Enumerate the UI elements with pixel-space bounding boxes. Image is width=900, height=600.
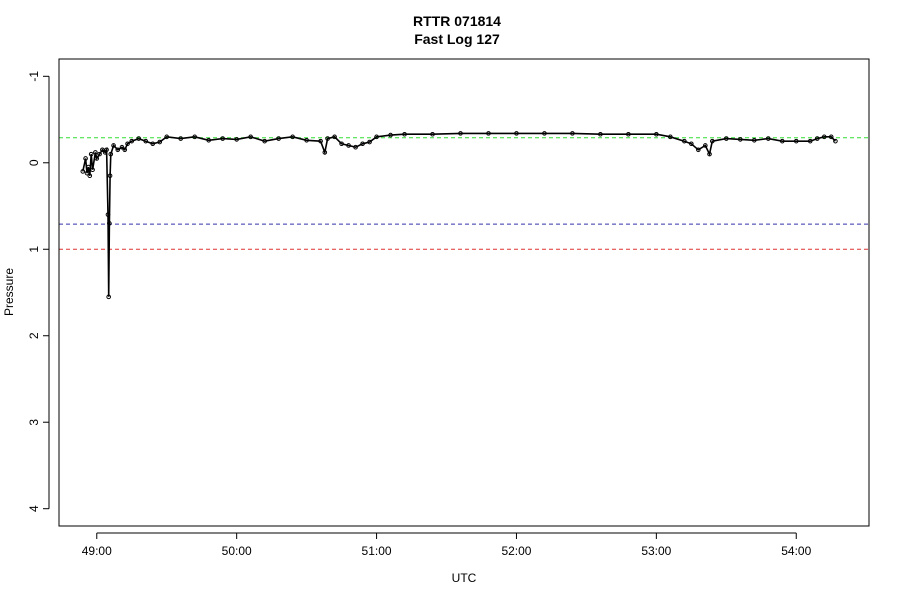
x-tick-label: 54:00 [781,544,811,558]
data-point [107,221,112,226]
data-point [724,136,729,141]
data-point [90,167,95,172]
data-point [111,143,116,148]
data-point [125,141,130,147]
data-point [458,131,463,136]
data-point [178,136,184,141]
data-point [833,138,838,144]
data-point [97,151,102,157]
plot-frame [58,58,870,527]
y-axis-label: Pressure [2,268,16,316]
data-point [751,137,757,143]
x-tick-label: 50:00 [222,544,252,558]
data-point [86,164,91,170]
y-tick-label: 3 [27,419,41,426]
data-point [703,143,708,148]
data-point [360,141,365,147]
data-point [143,138,149,144]
data-point [276,136,281,141]
y-tick-label: 1 [27,246,41,253]
data-point [779,138,785,144]
plot-area [59,131,869,300]
data-point [80,169,86,174]
data-point [682,138,687,144]
data-point [388,132,393,138]
data-point [402,131,407,137]
data-point [807,138,813,144]
data-point [689,141,694,147]
data-point [598,131,603,137]
data-point [737,137,743,142]
data-point [654,131,659,137]
data-point [220,136,225,141]
data-point [374,134,379,140]
data-point [157,139,163,145]
x-tick-label: 49:00 [82,544,112,558]
data-point [108,151,114,157]
data-point [136,136,142,141]
data-point [107,173,113,179]
data-point [290,134,295,140]
data-point [248,134,253,140]
data-point [821,134,827,140]
data-point [262,138,267,144]
data-point [129,138,135,144]
data-point [346,143,351,148]
x-tick-label: 51:00 [362,544,392,558]
data-point [318,138,323,144]
data-point [668,134,673,140]
y-tick-label: 0 [27,159,41,166]
data-point [514,131,519,136]
data-point [94,156,100,161]
data-point [93,150,98,155]
data-point [234,137,239,142]
series-line-0 [82,132,836,297]
data-point [192,134,197,140]
data-point [104,147,109,153]
x-tick-label: 53:00 [641,544,671,558]
x-axis: 49:00 50:00 51:00 52:00 53:00 54:00 [82,532,812,558]
data-point [84,170,90,176]
data-point [332,134,337,140]
data-point [710,138,715,144]
data-point [570,131,575,136]
data-point [325,136,330,141]
data-point [122,147,128,153]
y-tick-label: 4 [27,505,41,512]
data-point [814,136,820,141]
data-point [106,294,111,300]
y-tick-label: -1 [27,71,41,82]
data-point [339,141,344,147]
data-point [87,173,93,179]
data-point [164,134,170,140]
data-point [765,136,771,141]
chart-title: RTTR 071814 [413,13,501,29]
data-point [828,134,834,140]
data-point [486,131,491,136]
data-point [793,138,799,144]
data-point [150,141,156,147]
y-axis: -1 0 1 2 3 4 [27,71,50,512]
data-point [367,139,372,145]
data-point [542,131,547,136]
data-point [105,212,111,217]
data-point [430,131,435,137]
data-point [100,147,105,153]
y-tick-label: 2 [27,332,41,339]
data-point [88,151,94,157]
data-point [707,151,712,157]
data-point [119,144,125,150]
x-tick-label: 52:00 [501,544,531,558]
data-point [83,156,88,161]
x-axis-label: UTC [452,571,477,585]
chart-subtitle: Fast Log 127 [414,31,500,47]
data-point [322,150,328,155]
data-point [115,147,121,153]
data-point [696,147,701,153]
data-point [626,131,631,137]
data-point [304,137,309,143]
data-point [353,144,358,150]
data-point [206,137,211,143]
